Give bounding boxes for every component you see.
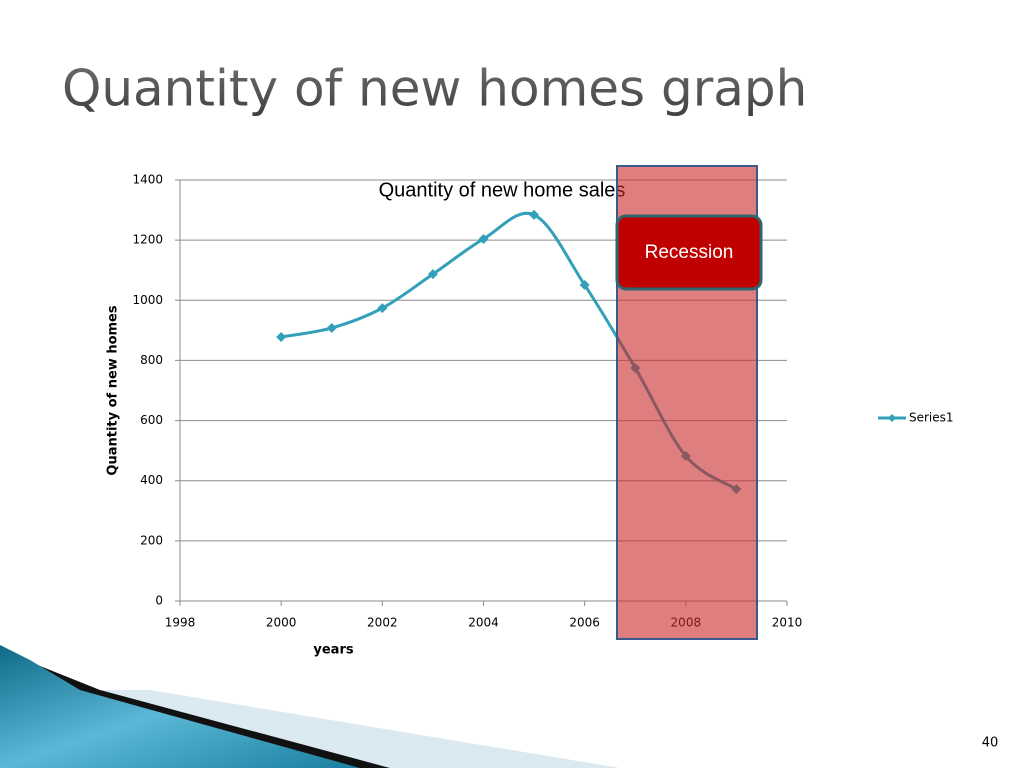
data-point bbox=[478, 233, 489, 244]
y-tick-label: 1400 bbox=[132, 173, 163, 187]
y-tick-label: 200 bbox=[140, 533, 163, 547]
data-point bbox=[579, 279, 590, 290]
recession-box bbox=[615, 214, 763, 291]
data-point bbox=[529, 209, 540, 220]
data-point bbox=[326, 322, 337, 333]
x-tick-label: 2002 bbox=[367, 616, 398, 630]
legend-marker bbox=[888, 414, 896, 422]
data-point bbox=[377, 303, 388, 314]
x-tick-label: 2004 bbox=[468, 616, 499, 630]
x-tick-label: 1998 bbox=[165, 616, 196, 630]
x-tick-label: 2010 bbox=[772, 616, 803, 630]
legend-label: Series1 bbox=[909, 411, 954, 425]
data-point bbox=[276, 331, 287, 342]
y-tick-label: 1200 bbox=[132, 233, 163, 247]
slide-title: Quantity of new homes graph bbox=[62, 60, 807, 118]
x-axis-label: years bbox=[313, 643, 353, 658]
y-axis-label: Quantity of new homes bbox=[106, 305, 121, 475]
y-tick-label: 600 bbox=[140, 413, 163, 427]
y-tick-label: 0 bbox=[155, 594, 163, 608]
data-point bbox=[427, 269, 438, 280]
annotation: Recession bbox=[645, 242, 734, 263]
x-tick-label: 2006 bbox=[569, 616, 600, 630]
y-tick-label: 1000 bbox=[132, 293, 163, 307]
page-number: 40 bbox=[982, 736, 999, 751]
x-tick-label: 2000 bbox=[266, 616, 297, 630]
decoration bbox=[0, 645, 620, 768]
chart-title: Quantity of new home sales bbox=[379, 179, 626, 201]
y-tick-label: 400 bbox=[140, 473, 163, 487]
y-tick-label: 800 bbox=[140, 353, 163, 367]
